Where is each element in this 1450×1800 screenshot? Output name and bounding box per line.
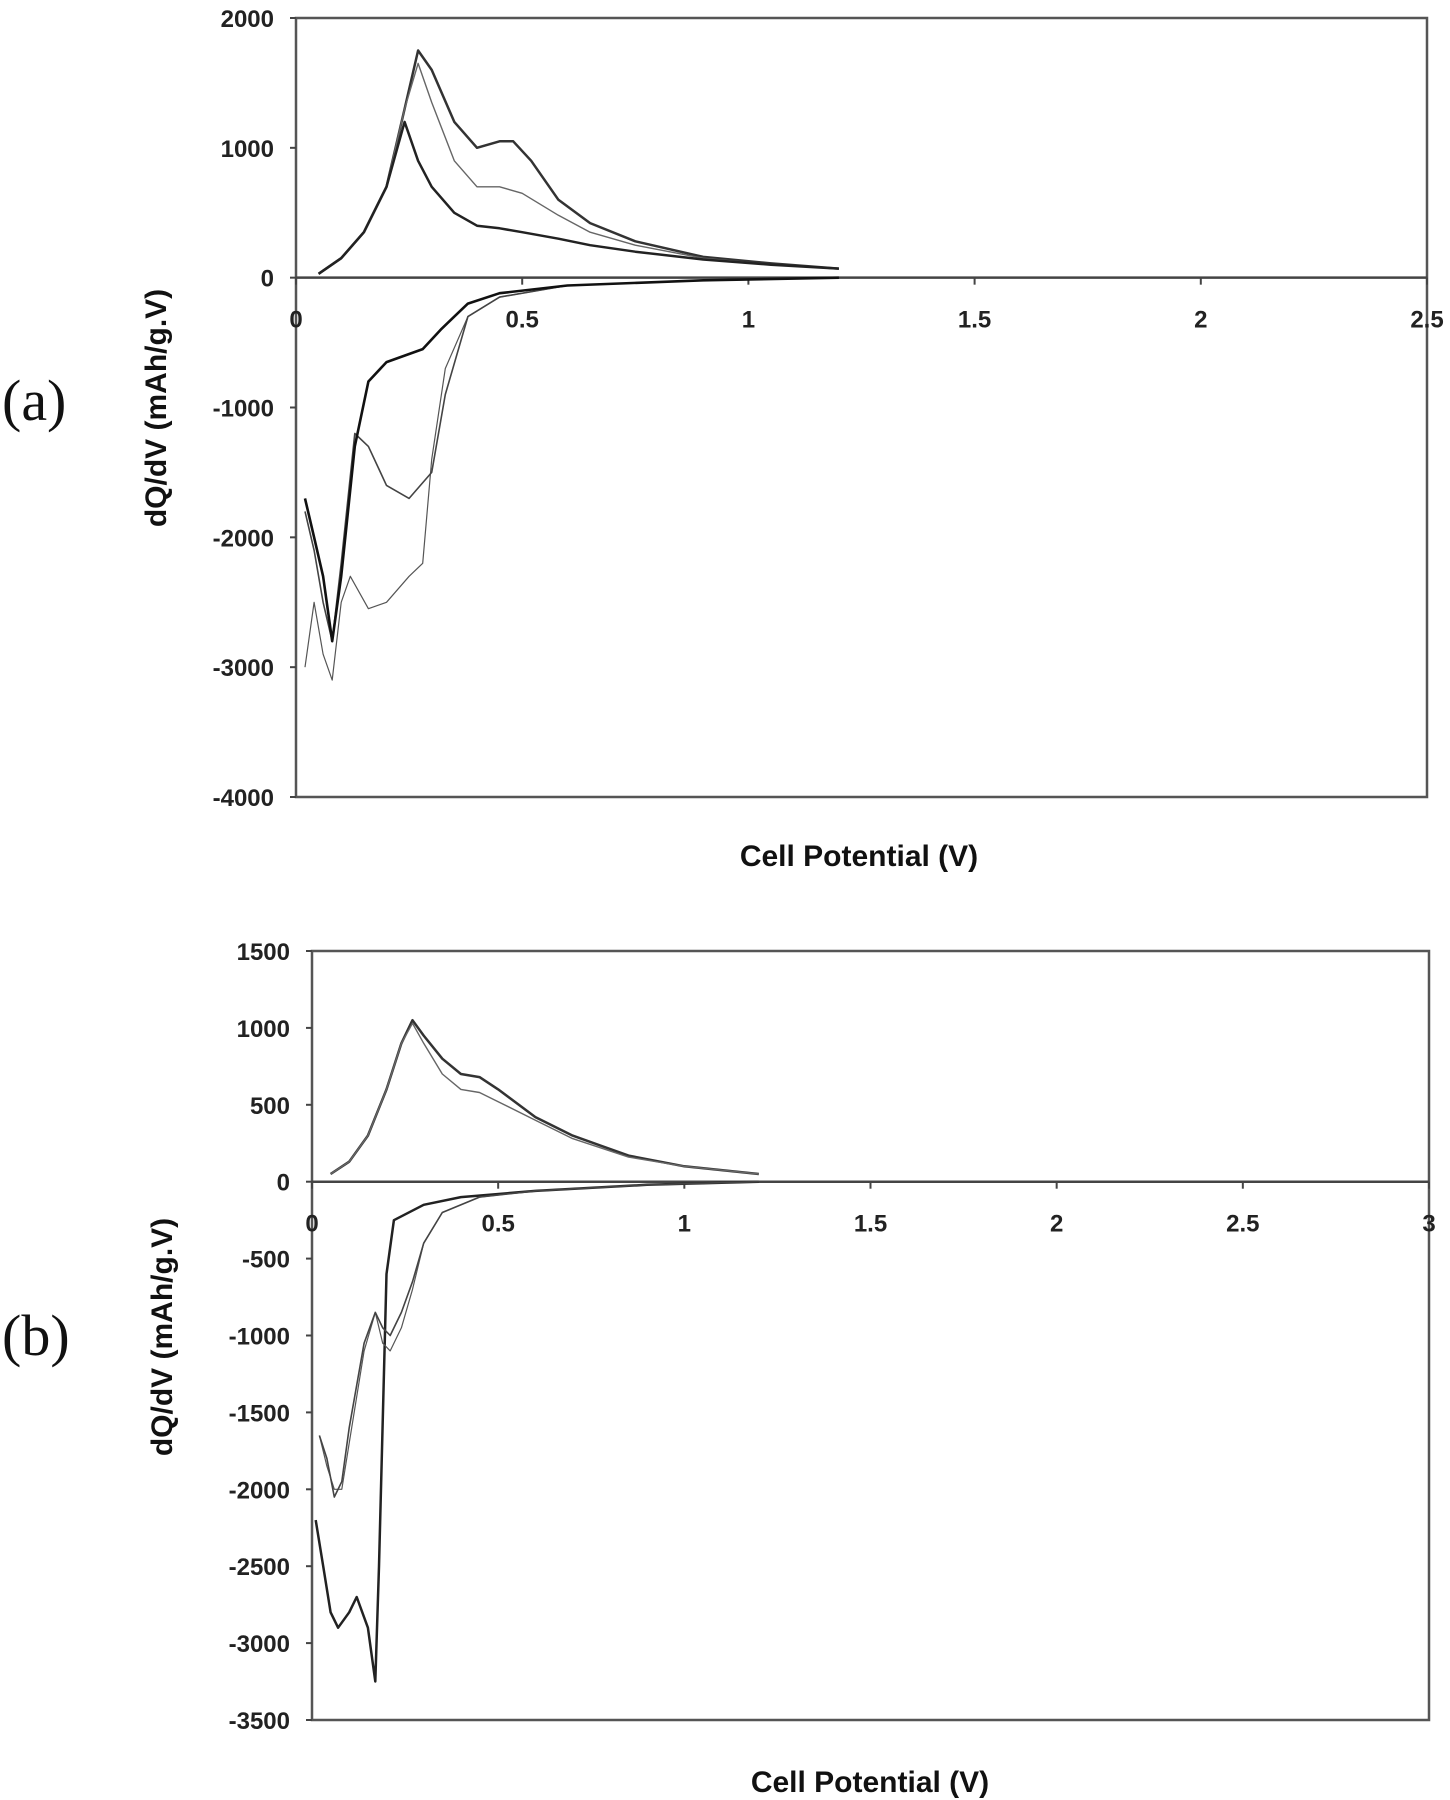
y-tick-label: 2000 <box>221 6 274 33</box>
x-tick-label: 0.5 <box>481 1211 514 1238</box>
series-line-discharge-first-cycle-b <box>314 1180 759 1683</box>
y-tick-label: -3000 <box>213 655 274 682</box>
y-tick-label: 0 <box>261 266 274 293</box>
x-tick-label: 1.5 <box>854 1211 887 1238</box>
series-line-charge-late-cycle-b <box>330 1022 759 1175</box>
y-tick-label: 1000 <box>237 1016 290 1043</box>
x-tick-label: 2 <box>1194 307 1207 334</box>
y-tick-label: -1000 <box>213 396 274 423</box>
y-tick-label: 1500 <box>237 939 290 966</box>
series-line-discharge-first-cycle-a <box>304 277 839 681</box>
plot-area-frame <box>310 949 1431 1722</box>
x-tick-label: 0 <box>305 1211 318 1238</box>
panel-label-b: (b) <box>2 1303 70 1368</box>
x-tick-label: 3 <box>1422 1211 1435 1238</box>
panel-b: (b) dQ/dV (mAh/g.V) Cell Potential (V) 0… <box>2 939 1436 1799</box>
panel-label-a: (a) <box>2 368 66 433</box>
x-tick-label: 2 <box>1050 1211 1063 1238</box>
x-axis-label-b: Cell Potential (V) <box>751 1766 989 1799</box>
y-axis-label-b: dQ/dV (mAh/g.V) <box>146 1218 179 1456</box>
x-tick-label: 1.5 <box>958 307 991 334</box>
panel-a: (a) dQ/dV (mAh/g.V) Cell Potential (V) 0… <box>2 6 1444 873</box>
x-tick-label: 1 <box>678 1211 691 1238</box>
y-tick-label: -4000 <box>213 785 274 812</box>
y-tick-label: -500 <box>242 1247 290 1274</box>
x-axis-label-a: Cell Potential (V) <box>740 840 978 873</box>
y-tick-label: -3500 <box>229 1708 290 1735</box>
series-line-discharge-mid-cycle-a <box>304 276 839 643</box>
x-tick-label: 0.5 <box>506 307 539 334</box>
x-tick-label: 1 <box>742 307 755 334</box>
series-line-charge-early-cycle-b <box>329 1018 759 1176</box>
x-tick-label: 2.5 <box>1410 307 1443 334</box>
y-tick-label: -2000 <box>213 525 274 552</box>
y-axis-label-a: dQ/dV (mAh/g.V) <box>140 289 173 527</box>
y-tick-label: 500 <box>250 1093 290 1120</box>
series-line-charge-early-cycle-a <box>317 49 839 275</box>
x-tick-label: 0 <box>289 307 302 334</box>
y-tick-label: 1000 <box>221 136 274 163</box>
series-line-charge-late-cycle-a <box>317 120 839 275</box>
series-line-discharge-late-cycle-b <box>318 1180 759 1498</box>
y-tick-label: 0 <box>277 1170 290 1197</box>
y-tick-label: -1000 <box>229 1324 290 1351</box>
y-tick-label: -3000 <box>229 1631 290 1658</box>
series-line-discharge-late-cycle-a <box>303 276 839 643</box>
y-tick-label: -2000 <box>229 1477 290 1504</box>
y-tick-label: -2500 <box>229 1554 290 1581</box>
x-tick-label: 2.5 <box>1226 1211 1259 1238</box>
y-tick-label: -1500 <box>229 1400 290 1427</box>
